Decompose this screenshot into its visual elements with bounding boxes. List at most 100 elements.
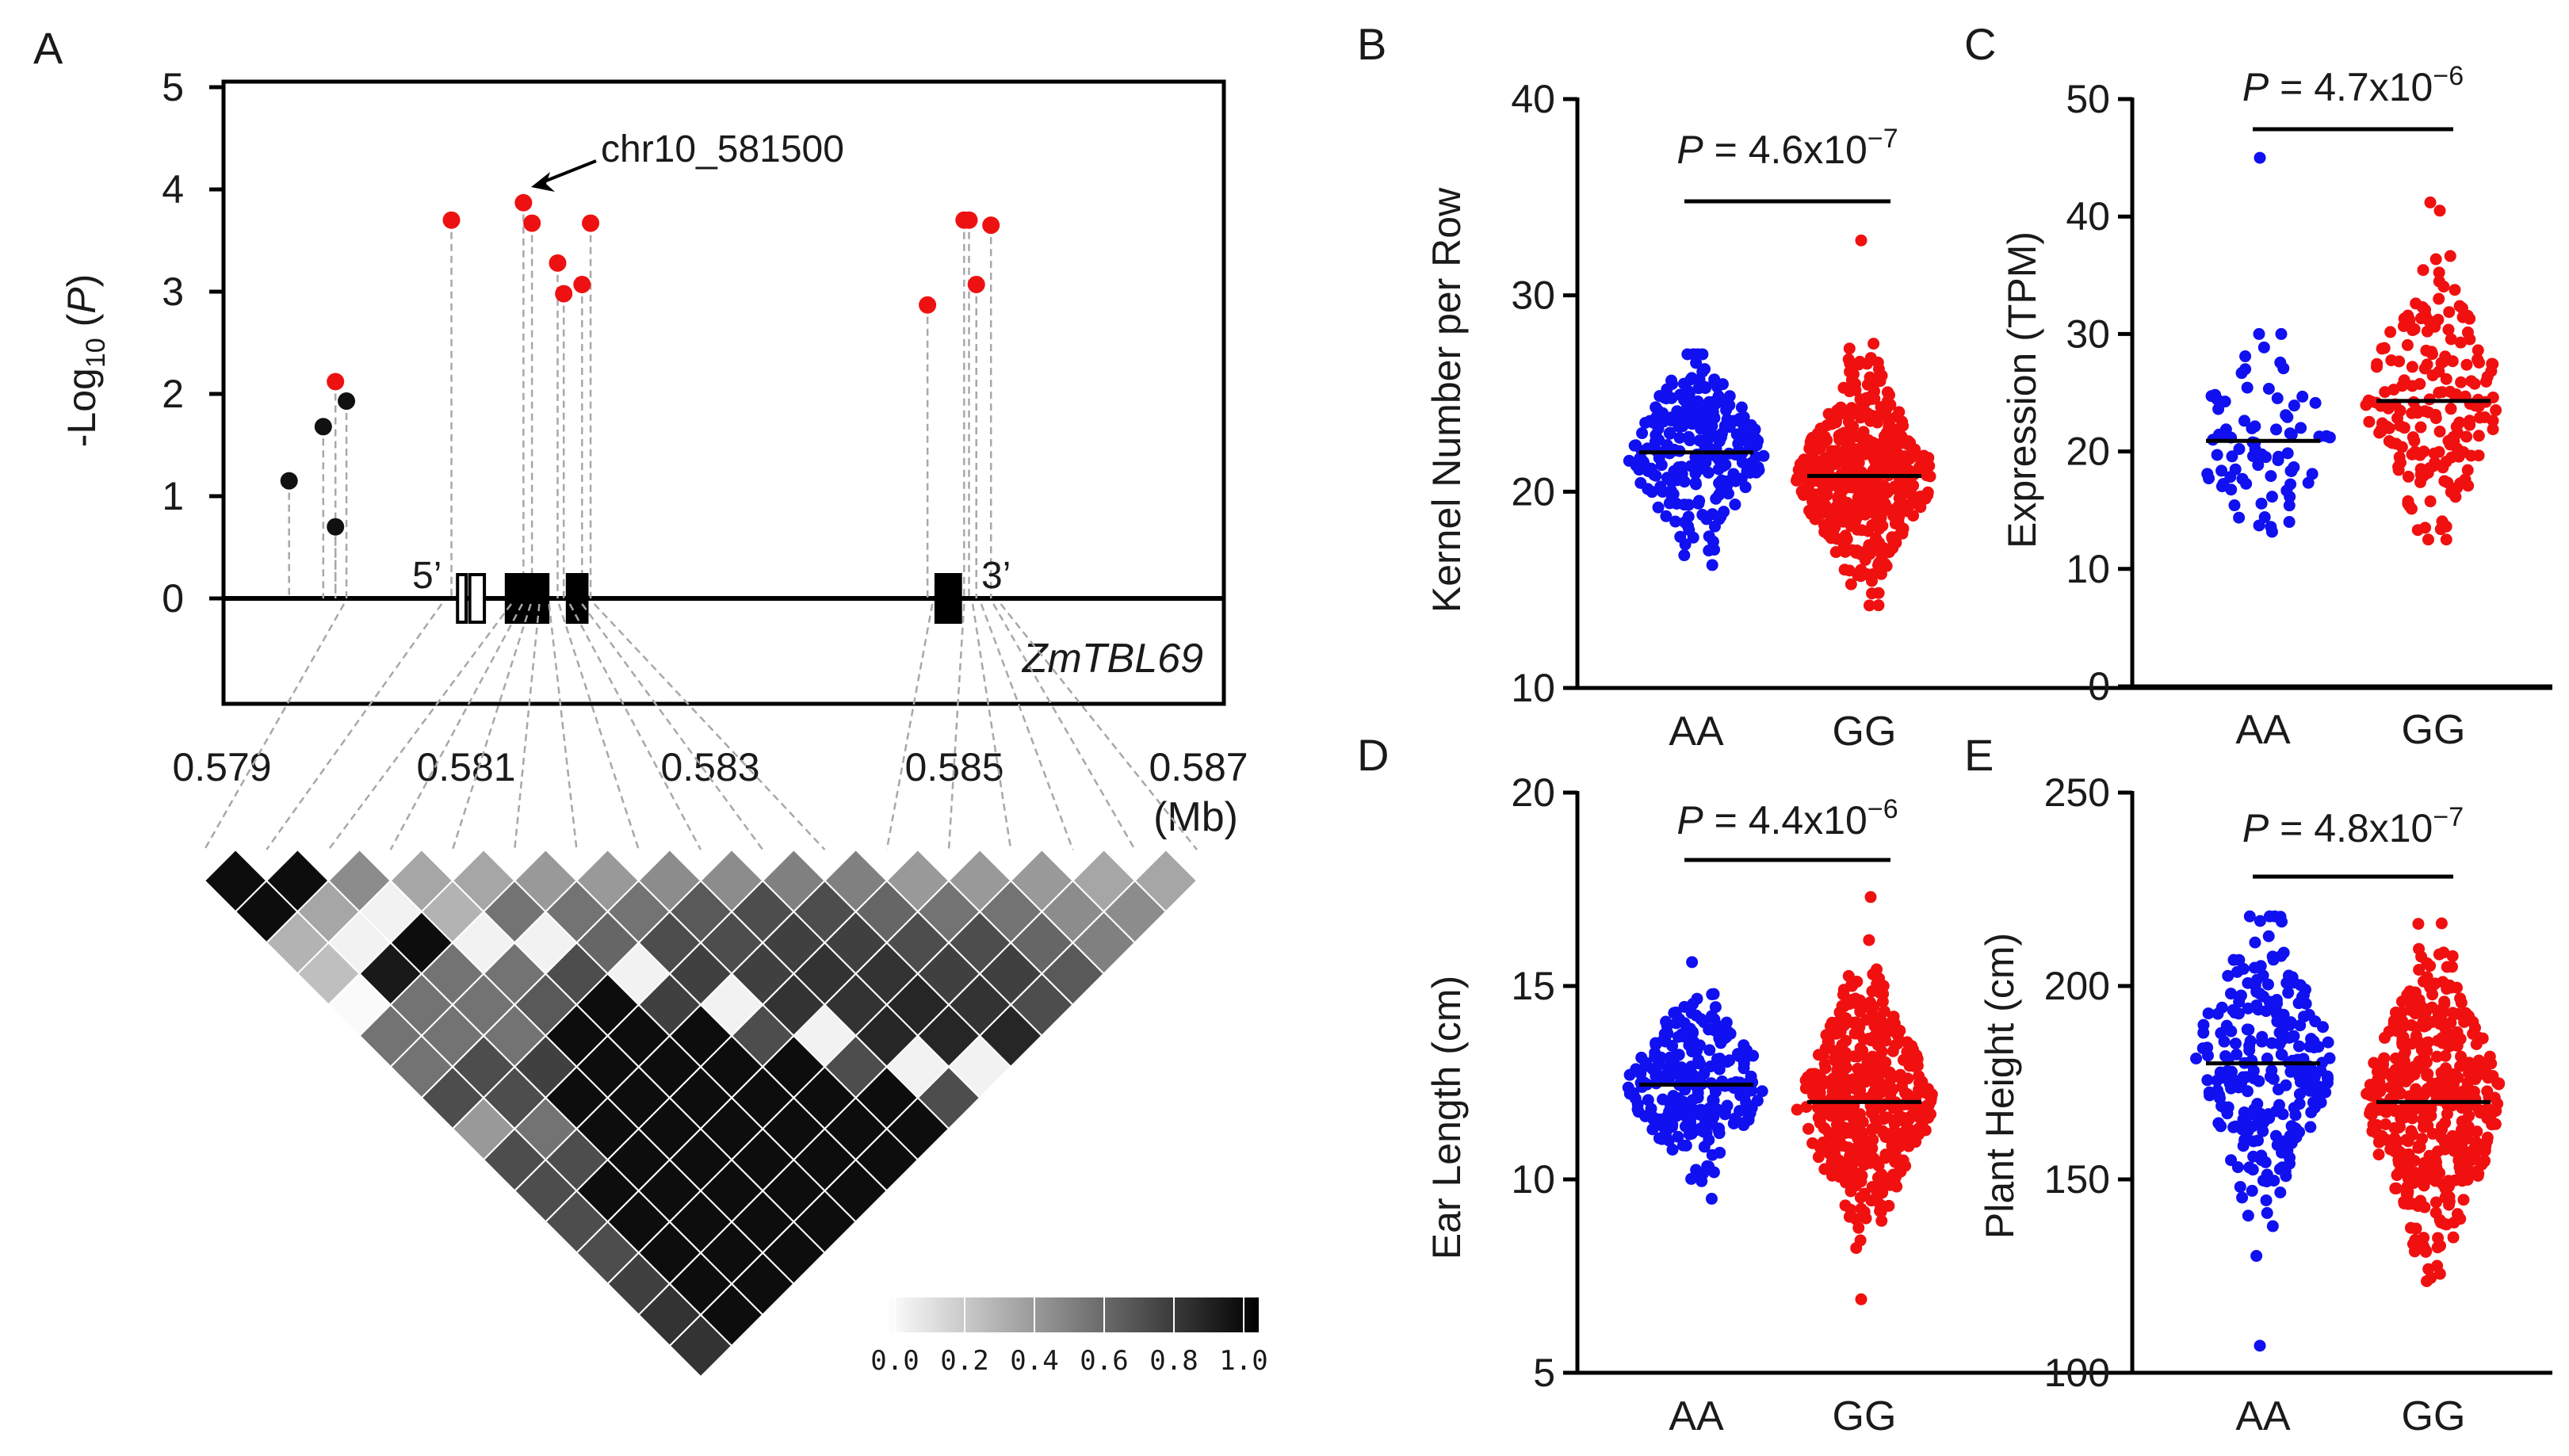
- data-point-AA: [2263, 910, 2276, 923]
- data-point-GG: [2467, 1027, 2479, 1040]
- connector-9: [581, 603, 764, 850]
- data-point-AA: [2234, 991, 2246, 1003]
- data-point-AA: [2257, 341, 2270, 353]
- data-point-AA: [2312, 1041, 2325, 1053]
- data-point-GG: [1843, 342, 1856, 355]
- data-point-GG: [1887, 1148, 1899, 1161]
- data-point-AA: [1695, 1013, 1707, 1026]
- data-point-GG: [2391, 1083, 2404, 1096]
- data-point-AA: [1664, 474, 1676, 487]
- y-tick-label-1: 1: [162, 474, 184, 518]
- y-tick-label-20: 20: [1511, 469, 1555, 514]
- data-point-GG: [1843, 564, 1856, 577]
- data-point-GG: [2435, 1120, 2448, 1133]
- data-point-AA: [2236, 1191, 2249, 1204]
- data-point-AA: [1676, 460, 1688, 473]
- data-point-AA: [1669, 1097, 1681, 1110]
- data-point-AA: [2305, 1106, 2318, 1118]
- data-point-GG: [2403, 1072, 2415, 1084]
- data-point-GG: [1900, 502, 1913, 514]
- data-point-AA: [2243, 1161, 2256, 1174]
- colorbar-tick-0.6: 0.6: [1080, 1345, 1128, 1377]
- y-tick-label-30: 30: [2066, 311, 2110, 356]
- data-point-GG: [1864, 371, 1876, 384]
- data-point-AA: [1706, 419, 1718, 432]
- data-point-AA: [1738, 1119, 1750, 1132]
- panel-a: A 0 1 2 3 4 5 -Log10 (P) 5’ 3’ ZmTBL69 chr10_…: [33, 23, 1268, 1378]
- data-point-GG: [2380, 1118, 2392, 1130]
- data-point-GG: [2421, 1045, 2433, 1057]
- data-point-AA: [2222, 969, 2234, 982]
- data-point-GG: [2462, 1121, 2475, 1133]
- y-axis-ticks: 0 1 2 3 4 5: [162, 65, 224, 621]
- y-tick-label-15: 15: [1511, 964, 1555, 1008]
- data-point-AA: [2288, 399, 2300, 412]
- data-point-AA: [2241, 381, 2254, 394]
- data-point-GG: [1914, 490, 1927, 503]
- data-point-GG: [2493, 1077, 2506, 1090]
- data-point-AA: [2284, 1152, 2296, 1164]
- exon-4: [565, 573, 589, 624]
- data-point-AA: [2242, 1023, 2255, 1036]
- data-point-AA: [2247, 1135, 2260, 1148]
- data-point-GG: [1893, 482, 1906, 495]
- data-point-GG: [1818, 483, 1831, 496]
- p-symbol: P: [2242, 806, 2269, 850]
- data-point-AA: [1740, 1104, 1753, 1117]
- data-point-AA: [1751, 1095, 1764, 1107]
- data-point-GG: [1849, 1142, 1862, 1155]
- data-point-GG: [2481, 1085, 2494, 1098]
- data-point-AA: [2219, 423, 2232, 436]
- x-category-GG: GG: [1833, 1393, 1897, 1439]
- data-point-AA: [2256, 1030, 2269, 1043]
- data-point-GG: [2414, 449, 2426, 461]
- data-point-GG: [1838, 1122, 1851, 1134]
- data-point-GG: [1881, 386, 1894, 399]
- data-point-GG: [1877, 988, 1890, 1000]
- panel-c-label: C: [1964, 19, 1996, 69]
- data-point-AA: [1684, 396, 1697, 409]
- outlier-point-AA: [2254, 151, 2266, 164]
- data-point-AA: [2261, 1206, 2273, 1219]
- data-point-AA: [2237, 962, 2250, 975]
- snp-point-16: [982, 216, 1000, 235]
- data-point-GG: [1919, 1087, 1932, 1099]
- connector-8: [568, 603, 702, 850]
- data-point-AA: [2302, 476, 2315, 489]
- data-point-GG: [1831, 1160, 1844, 1172]
- series-AA: [2201, 151, 2336, 538]
- data-point-AA: [2238, 1133, 2251, 1146]
- panel-d-label: D: [1357, 730, 1389, 780]
- data-point-GG: [1859, 508, 1871, 521]
- data-point-AA: [1635, 1051, 1648, 1064]
- data-point-AA: [1750, 466, 1763, 479]
- data-point-GG: [1845, 402, 1858, 415]
- data-point-AA: [2281, 447, 2294, 460]
- x-tick-label-0.587: 0.587: [1149, 745, 1248, 789]
- data-point-GG: [1844, 357, 1856, 370]
- data-point-GG: [2472, 1167, 2485, 1180]
- y-tick-label-200: 200: [2044, 964, 2110, 1008]
- data-point-GG: [1894, 1068, 1907, 1081]
- data-point-AA: [2234, 1180, 2246, 1193]
- data-point-GG: [1848, 996, 1861, 1009]
- data-point-GG: [2418, 1020, 2431, 1033]
- data-point-GG: [1879, 557, 1891, 570]
- data-point-AA: [2257, 969, 2269, 982]
- panel-c-plot: 0 10 20 30 40 50 AA GG P = 4.7x10−6: [2066, 61, 2552, 753]
- ld-connector-lines: [203, 603, 1198, 850]
- data-point-GG: [2401, 338, 2414, 351]
- outlier-point-GG: [1855, 1293, 1867, 1305]
- data-point-AA: [1653, 1113, 1665, 1125]
- data-point-AA: [1664, 426, 1676, 439]
- data-point-AA: [2292, 997, 2305, 1010]
- data-point-GG: [2428, 447, 2441, 460]
- data-point-AA: [2226, 450, 2238, 463]
- y-tick-label-20: 20: [2066, 430, 2110, 474]
- data-point-GG: [2426, 346, 2438, 358]
- data-point-GG: [2450, 981, 2463, 994]
- data-point-GG: [2404, 1156, 2417, 1169]
- data-point-AA: [1646, 486, 1658, 499]
- data-point-GG: [2433, 266, 2445, 279]
- snp-point-14: [960, 211, 978, 229]
